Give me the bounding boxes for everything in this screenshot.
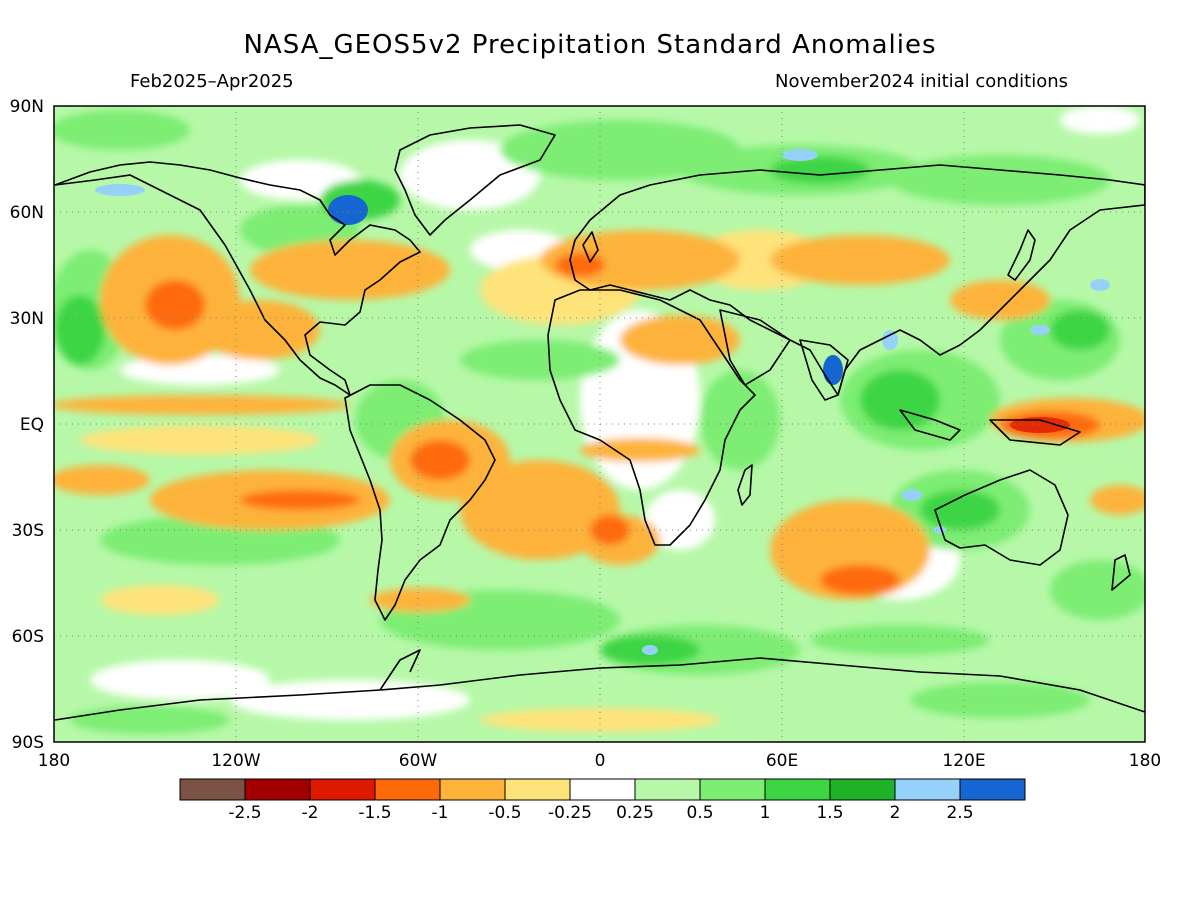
legend-tick-label: 0.5 (686, 803, 713, 823)
lon-label: 0 (595, 751, 606, 771)
lat-label: 90S (12, 733, 44, 753)
legend-tick-label: 1 (760, 803, 771, 823)
legend-color-box (244, 778, 311, 801)
legend-tick-label: -2.5 (228, 803, 261, 823)
legend-color-box (374, 778, 441, 801)
legend-color-box (764, 778, 831, 801)
legend-color-box (569, 778, 636, 801)
legend-color-box (309, 778, 376, 801)
legend-tick-label: 2.5 (946, 803, 973, 823)
map-frame (53, 105, 1146, 743)
legend-color-box (894, 778, 961, 801)
map-title: NASA_GEOS5v2 Precipitation Standard Anom… (243, 30, 936, 60)
graticule (54, 106, 1145, 742)
lat-label: EQ (20, 415, 44, 435)
longitude-labels: 180 120W 60W 0 60E 120E 180 (38, 751, 1161, 771)
legend-tick-label: -1 (432, 803, 449, 823)
legend-color-box (504, 778, 571, 801)
forecast-period: Feb2025–Apr2025 (130, 71, 294, 92)
legend-tick-label: 1.5 (816, 803, 843, 823)
lon-label: 180 (1129, 751, 1161, 771)
lon-label: 180 (38, 751, 70, 771)
legend-tick-label: -2 (302, 803, 319, 823)
lon-label: 120E (942, 751, 985, 771)
legend-labels: -2.5 -2 -1.5 -1 -0.5 -0.25 0.25 0.5 1 1.5 2 2.5 (228, 803, 973, 823)
lat-label: 90N (10, 97, 44, 117)
coastlines (54, 124, 1145, 721)
legend-color-box (829, 778, 896, 801)
lat-label: 30N (10, 309, 44, 329)
legend-tick-label: -1.5 (358, 803, 391, 823)
color-legend (179, 778, 1026, 801)
legend-tick-label: 2 (890, 803, 901, 823)
lat-label: 60N (10, 203, 44, 223)
lat-label: 60S (12, 627, 44, 647)
legend-color-box (959, 778, 1026, 801)
legend-color-box (439, 778, 506, 801)
legend-color-box (634, 778, 701, 801)
legend-tick-label: -0.5 (488, 803, 521, 823)
lon-label: 60E (766, 751, 798, 771)
legend-tick-label: -0.25 (548, 803, 592, 823)
initial-conditions: November2024 initial conditions (775, 71, 1068, 92)
lat-label: 30S (12, 521, 44, 541)
lon-label: 60W (399, 751, 438, 771)
lon-label: 120W (211, 751, 260, 771)
legend-color-box (179, 778, 246, 801)
anomaly-field (54, 106, 1145, 742)
legend-color-box (699, 778, 766, 801)
latitude-labels: 90N 60N 30N EQ 30S 60S 90S (10, 97, 44, 753)
legend-tick-label: 0.25 (616, 803, 654, 823)
